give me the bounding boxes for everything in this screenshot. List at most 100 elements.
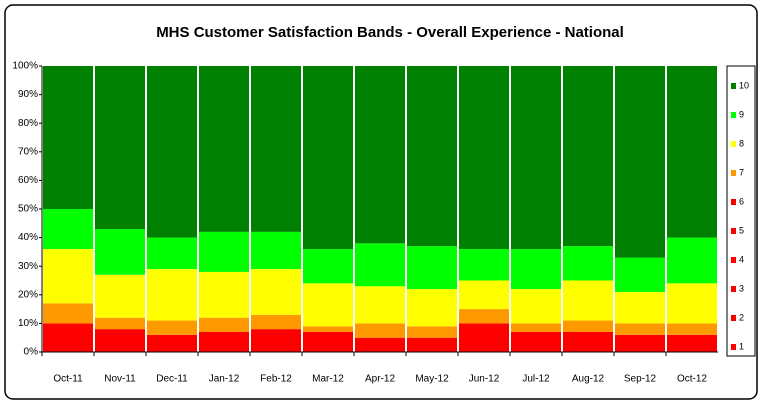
bar-segment (563, 66, 613, 247)
legend-swatch (731, 83, 736, 89)
bar-segment (95, 274, 145, 318)
y-tick-label: 100% (12, 61, 38, 72)
bar-segment (459, 66, 509, 250)
bar-segment (511, 331, 561, 352)
bar-segment (511, 289, 561, 324)
bar-segment (615, 334, 665, 352)
x-tick-label: Apr-12 (365, 374, 395, 385)
bar-segment (95, 317, 145, 330)
bar-segment (199, 231, 249, 272)
legend-label: 10 (739, 80, 749, 90)
bar-segment (199, 271, 249, 318)
x-tick-label: Oct-12 (677, 374, 707, 385)
bar-segment (355, 243, 405, 287)
bar-segment (43, 209, 93, 250)
legend-label: 3 (739, 283, 744, 293)
bar-segment (251, 329, 301, 352)
bar-segment (407, 246, 457, 290)
x-tick-label: Aug-12 (572, 374, 605, 385)
bar-segment (615, 291, 665, 324)
x-tick-label: Mar-12 (312, 374, 344, 385)
legend-swatch (731, 257, 736, 263)
y-tick-label: 50% (18, 204, 38, 215)
bar-segment (251, 231, 301, 270)
bar-segment (199, 66, 249, 232)
bar-segment (563, 331, 613, 352)
legend-swatch (731, 315, 736, 321)
bar-segment (407, 289, 457, 327)
bar-segment (147, 269, 197, 321)
bar-segment (511, 323, 561, 332)
bar-segment (407, 66, 457, 247)
bar-segment (43, 66, 93, 209)
bar-segment (95, 66, 145, 230)
bar-segment (667, 237, 717, 284)
bar-segment (43, 323, 93, 352)
bar-segment (303, 66, 353, 250)
chart-title: MHS Customer Satisfaction Bands - Overal… (156, 24, 624, 41)
bar-segment (147, 320, 197, 335)
bar-segment (355, 66, 405, 244)
bar-segment (303, 326, 353, 332)
bar-segment (407, 337, 457, 352)
bar-segment (563, 280, 613, 321)
x-tick-label: Jul-12 (522, 374, 550, 385)
bar-segment (615, 323, 665, 335)
bar-segment (43, 303, 93, 324)
bar-segment (251, 66, 301, 232)
bar-segment (667, 283, 717, 324)
legend-swatch (731, 286, 736, 292)
bar-segment (459, 309, 509, 324)
x-tick-label: Dec-11 (156, 374, 188, 385)
bar-segment (615, 257, 665, 292)
legend-label: 6 (739, 196, 744, 206)
bar-segment (147, 237, 197, 270)
legend-label: 2 (739, 312, 744, 322)
x-tick-label: May-12 (415, 374, 449, 385)
legend-label: 8 (739, 138, 744, 148)
bar-segment (95, 329, 145, 352)
bar-segment (355, 337, 405, 352)
legend-label: 5 (739, 225, 744, 235)
bar-segment (303, 249, 353, 284)
bar-segment (511, 66, 561, 250)
bar-segment (43, 249, 93, 304)
x-tick-label: Feb-12 (260, 374, 292, 385)
legend-label: 9 (739, 109, 744, 119)
y-tick-label: 40% (18, 232, 38, 243)
legend-swatch (731, 344, 736, 350)
x-tick-label: Jan-12 (209, 374, 240, 385)
bar-segment (251, 269, 301, 315)
y-tick-label: 80% (18, 118, 38, 129)
legend-swatch (731, 228, 736, 234)
legend-swatch (731, 170, 736, 176)
bar-segment (563, 320, 613, 332)
bar-segment (667, 323, 717, 335)
bar-segment (199, 317, 249, 332)
bar-segment (615, 66, 665, 258)
bar-segment (459, 280, 509, 310)
legend-label: 1 (739, 341, 744, 351)
bar-segment (563, 246, 613, 281)
legend-label: 7 (739, 167, 744, 177)
bar-segment (667, 334, 717, 352)
bar-segment (459, 323, 509, 352)
bar-segment (251, 314, 301, 330)
y-tick-label: 10% (18, 318, 38, 329)
bar-segment (355, 286, 405, 324)
y-tick-label: 90% (18, 89, 38, 100)
legend-swatch (731, 112, 736, 118)
bar-segment (95, 229, 145, 275)
x-tick-label: Sep-12 (624, 374, 657, 385)
y-tick-label: 30% (18, 261, 38, 272)
bar-segment (667, 66, 717, 238)
bar-segment (355, 323, 405, 338)
y-tick-label: 60% (18, 175, 38, 186)
bar-segment (303, 283, 353, 327)
y-tick-label: 70% (18, 146, 38, 157)
x-tick-label: Oct-11 (53, 374, 83, 385)
bar-segment (199, 331, 249, 352)
bar-segment (459, 249, 509, 281)
bar-segment (147, 66, 197, 238)
